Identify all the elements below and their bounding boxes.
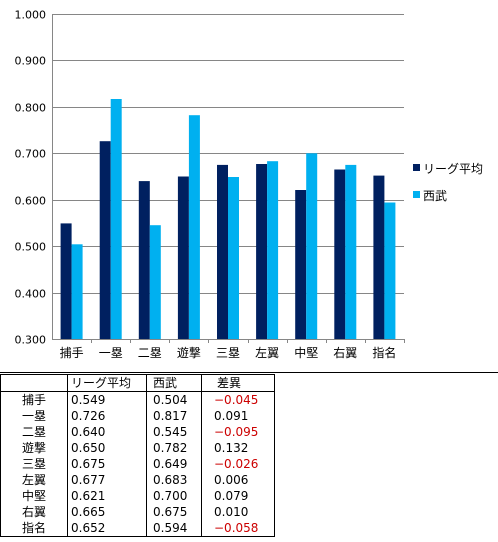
difference-cell: 0.091 — [201, 408, 275, 424]
table-body: 捕手 0.549 0.504 −0.045 一塁 0.726 0.817 0.091 二塁 0.6… — [0, 391, 275, 537]
league-average-cell: 0.640 — [67, 424, 147, 440]
difference-cell: 0.079 — [201, 488, 275, 504]
row-label: 左翼 — [0, 472, 68, 488]
seibu-cell: 0.545 — [146, 424, 202, 440]
bar — [334, 169, 346, 339]
bar — [177, 176, 189, 339]
y-tick-label: 0.400 — [15, 288, 47, 301]
row-label: 三塁 — [0, 456, 68, 472]
difference-cell: −0.095 — [201, 424, 275, 440]
seibu-cell: 0.782 — [146, 440, 202, 456]
bar — [60, 223, 72, 339]
row-label: 捕手 — [0, 391, 68, 408]
bar — [217, 164, 228, 339]
bar — [267, 161, 279, 339]
bar — [138, 181, 150, 339]
header-seibu: 西武 — [146, 374, 202, 392]
bar — [306, 153, 318, 339]
league-average-cell: 0.549 — [67, 391, 147, 408]
x-tick-label: 指名 — [372, 345, 396, 360]
bar — [99, 141, 111, 339]
seibu-cell: 0.675 — [146, 504, 202, 520]
table-row: 右翼 0.665 0.675 0.010 — [0, 504, 275, 520]
bar — [256, 164, 268, 339]
league-average-cell: 0.675 — [67, 456, 147, 472]
seibu-cell: 0.649 — [146, 456, 202, 472]
league-average-cell: 0.652 — [67, 520, 147, 537]
bar-chart: 0.300 0.400 0.500 0.600 0.700 0.800 0.900 1.000… — [15, 9, 484, 361]
legend-swatch — [413, 191, 420, 198]
bar — [228, 177, 239, 339]
y-tick-label: 0.600 — [15, 195, 47, 208]
data-table: リーグ平均 西武 差異 捕手 0.549 0.504 −0.045 一塁 0.726 0.8… — [0, 374, 275, 537]
x-tick-label: 捕手 — [60, 345, 84, 360]
table-row: 三塁 0.675 0.649 −0.026 — [0, 456, 275, 472]
x-tick-label: 三塁 — [216, 346, 240, 360]
header-difference: 差異 — [201, 374, 275, 392]
header-blank — [0, 374, 68, 392]
seibu-cell: 0.817 — [146, 408, 202, 424]
difference-cell: −0.045 — [201, 391, 275, 408]
league-average-cell: 0.665 — [67, 504, 147, 520]
y-axis-ticks: 0.300 0.400 0.500 0.600 0.700 0.800 0.900 1.000 — [15, 9, 47, 347]
table-row: 二塁 0.640 0.545 −0.095 — [0, 424, 275, 440]
header-league-average: リーグ平均 — [67, 374, 147, 392]
bar — [71, 244, 83, 339]
difference-cell: 0.006 — [201, 472, 275, 488]
row-label: 一塁 — [0, 408, 68, 424]
table-header-row: リーグ平均 西武 差異 — [0, 374, 275, 392]
table-row: 左翼 0.677 0.683 0.006 — [0, 472, 275, 488]
table-top-rule — [0, 372, 498, 373]
row-label: 二塁 — [0, 424, 68, 440]
bar — [373, 175, 385, 339]
league-average-cell: 0.726 — [67, 408, 147, 424]
table-row: 遊撃 0.650 0.782 0.132 — [0, 440, 275, 456]
bars — [60, 99, 396, 339]
bar — [345, 164, 357, 339]
difference-cell: −0.026 — [201, 456, 275, 472]
seibu-cell: 0.594 — [146, 520, 202, 537]
y-tick-label: 0.500 — [15, 241, 47, 254]
table-row: 中堅 0.621 0.700 0.079 — [0, 488, 275, 504]
league-average-cell: 0.621 — [67, 488, 147, 504]
league-average-cell: 0.650 — [67, 440, 147, 456]
legend-label: リーグ平均 — [423, 162, 483, 176]
row-label: 指名 — [0, 520, 68, 537]
bar — [384, 202, 396, 339]
x-tick-label: 右翼 — [333, 345, 357, 360]
bar — [110, 99, 122, 339]
seibu-cell: 0.683 — [146, 472, 202, 488]
bar — [295, 190, 307, 339]
difference-cell: 0.132 — [201, 440, 275, 456]
x-tick-label: 一塁 — [99, 346, 123, 360]
seibu-cell: 0.700 — [146, 488, 202, 504]
row-label: 中堅 — [0, 488, 68, 504]
x-tick-label: 中堅 — [294, 345, 318, 360]
x-tick-label: 遊撃 — [177, 345, 201, 360]
difference-cell: 0.010 — [201, 504, 275, 520]
y-tick-label: 0.900 — [15, 55, 47, 68]
x-tick-label: 二塁 — [138, 346, 162, 360]
row-label: 遊撃 — [0, 440, 68, 456]
y-tick-label: 0.300 — [15, 334, 47, 347]
league-average-cell: 0.677 — [67, 472, 147, 488]
y-tick-label: 0.800 — [15, 102, 47, 115]
table-row: 一塁 0.726 0.817 0.091 — [0, 408, 275, 424]
x-axis-ticks: 捕手 一塁 二塁 遊撃 三塁 左翼 中堅 右翼 指名 — [60, 345, 397, 360]
bar — [188, 115, 200, 339]
bar — [149, 225, 161, 339]
legend-label: 西武 — [423, 189, 447, 203]
difference-cell: −0.058 — [201, 520, 275, 537]
row-label: 右翼 — [0, 504, 68, 520]
y-tick-label: 1.000 — [15, 9, 47, 22]
legend-swatch — [413, 164, 420, 171]
table-row: 指名 0.652 0.594 −0.058 — [0, 520, 275, 537]
table-row: 捕手 0.549 0.504 −0.045 — [0, 391, 275, 408]
seibu-cell: 0.504 — [146, 391, 202, 408]
y-tick-label: 0.700 — [15, 148, 47, 161]
x-tick-label: 左翼 — [255, 345, 279, 360]
